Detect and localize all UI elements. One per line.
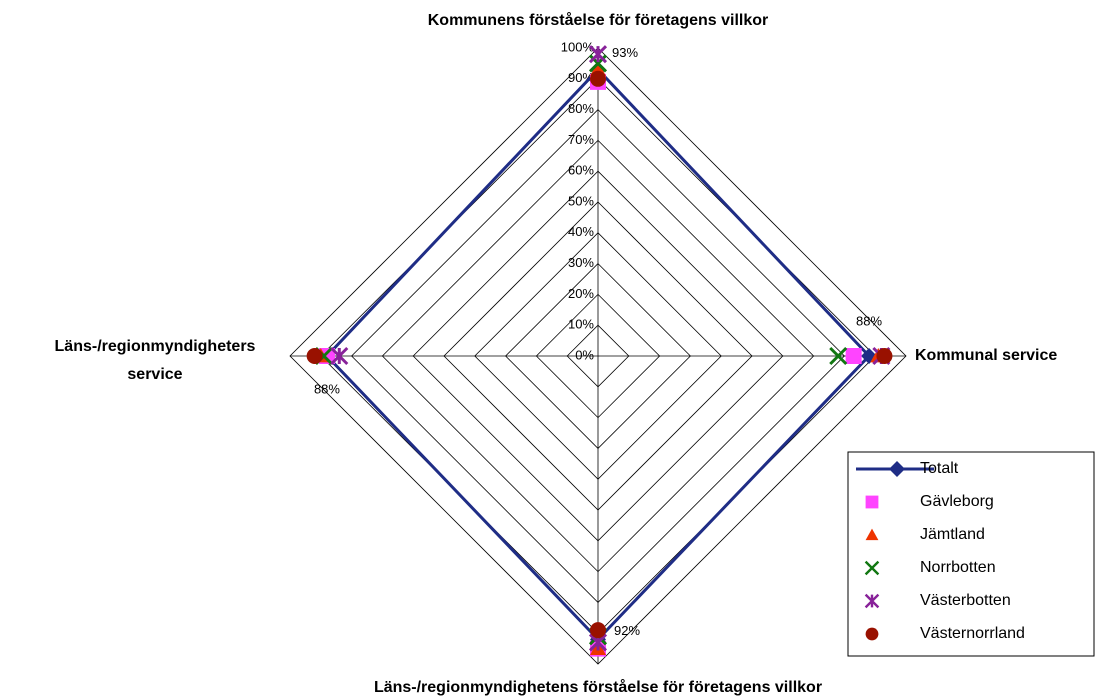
marker	[865, 627, 879, 641]
marker	[845, 348, 862, 364]
tick-label: 80%	[568, 101, 594, 116]
marker	[306, 348, 323, 364]
axis-label: Läns-/regionmyndigheters service	[54, 338, 256, 383]
tick-label: 20%	[568, 286, 594, 301]
marker	[330, 346, 349, 366]
legend-label: Västernorrland	[920, 625, 1025, 642]
axis-label: Kommunal service	[915, 347, 1058, 364]
legend-entry: Norrbotten	[864, 559, 996, 576]
legend-entry: Västerbotten	[864, 592, 1011, 609]
marker	[876, 348, 893, 364]
tick-label: 70%	[568, 132, 594, 147]
legend-label: Norrbotten	[920, 559, 996, 576]
data-point	[876, 348, 893, 364]
data-point	[845, 348, 862, 364]
data-label: 88%	[856, 313, 882, 328]
tick-label: 30%	[568, 255, 594, 270]
tick-label: 100%	[561, 39, 595, 54]
legend-label: Totalt	[920, 460, 959, 477]
marker	[864, 560, 880, 576]
tick-label: 60%	[568, 163, 594, 178]
marker	[590, 70, 606, 87]
legend-box	[847, 451, 1095, 657]
data-point	[330, 346, 349, 366]
marker	[829, 346, 848, 366]
legend-entry: Gävleborg	[865, 493, 994, 510]
axis-label: Läns-/regionmyndighetens förståelse för …	[373, 679, 823, 696]
data-point	[590, 70, 606, 87]
marker	[588, 45, 608, 64]
marker	[865, 528, 879, 541]
tick-label: 10%	[568, 317, 594, 332]
data-label: 92%	[614, 623, 640, 638]
tick-label: 50%	[568, 193, 594, 208]
data-label: 88%	[314, 381, 340, 396]
legend-entry: Jämtland	[865, 526, 985, 543]
data-point	[306, 348, 323, 364]
tick-label: 40%	[568, 224, 594, 239]
data-label: 93%	[612, 45, 638, 60]
marker	[889, 461, 905, 477]
data-point	[588, 45, 608, 64]
legend-label: Jämtland	[920, 526, 985, 543]
marker	[590, 622, 606, 639]
marker	[865, 495, 879, 509]
axis-label: Kommunens förståelse för företagens vill…	[427, 12, 769, 29]
marker	[864, 593, 880, 609]
legend-entry: Totalt	[856, 460, 959, 477]
legend-label: Gävleborg	[920, 493, 994, 510]
data-point	[590, 622, 606, 639]
legend-entry: Västernorrland	[865, 625, 1025, 642]
data-point	[829, 346, 848, 366]
tick-label: 0%	[575, 347, 594, 362]
legend-label: Västerbotten	[920, 592, 1011, 609]
